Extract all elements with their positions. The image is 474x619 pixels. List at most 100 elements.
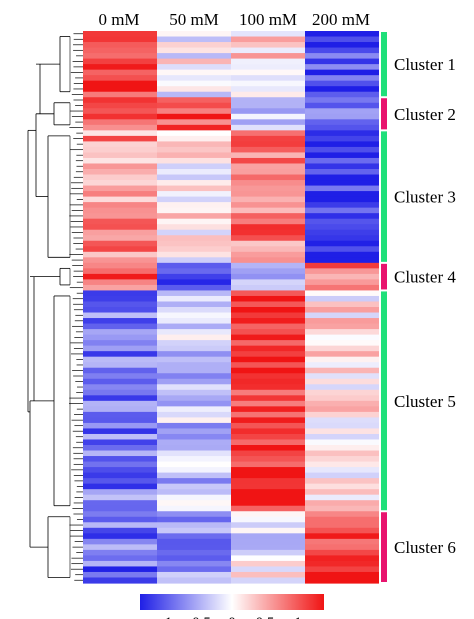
heatmap-cell (157, 538, 231, 545)
heatmap-cell (305, 295, 379, 303)
heatmap-cell (305, 268, 379, 275)
heatmap-cell (231, 533, 305, 540)
heatmap-cell (157, 218, 231, 225)
heatmap-cell (305, 472, 379, 479)
heatmap-cell (305, 240, 379, 247)
heatmap-cell (83, 42, 157, 49)
heatmap-cell (305, 538, 379, 545)
cluster-bar (381, 32, 387, 97)
heatmap-cell (157, 97, 231, 104)
heatmap-cell (305, 42, 379, 49)
heatmap-cell (157, 108, 231, 115)
heatmap-cell (305, 577, 379, 584)
heatmap-cell (157, 411, 231, 418)
heatmap-cell (83, 64, 157, 71)
heatmap-cell (157, 75, 231, 82)
legend-tick-label: 0.5 (256, 615, 275, 619)
heatmap-cell (305, 345, 379, 352)
heatmap-cell (157, 224, 231, 231)
heatmap-cell (157, 456, 231, 463)
heatmap-cell (83, 229, 157, 236)
heatmap-cell (157, 549, 231, 556)
heatmap-cell (83, 571, 157, 579)
heatmap-cell (157, 146, 231, 154)
heatmap-cell (83, 467, 157, 474)
heatmap-cell (305, 439, 379, 446)
heatmap-cell (83, 157, 157, 165)
heatmap-cell (157, 571, 231, 579)
heatmap-cell (231, 560, 305, 568)
legend-tick-label: 1 (294, 615, 302, 619)
heatmap-cell (231, 97, 305, 104)
cluster-label: Cluster 1 (394, 55, 456, 74)
heatmap-cell (157, 307, 231, 314)
heatmap-cell (83, 218, 157, 225)
heatmap-cell (157, 323, 231, 330)
heatmap-cell (83, 538, 157, 545)
heatmap-cell (305, 389, 379, 396)
heatmap-cell (231, 301, 305, 308)
heatmap-cell (231, 58, 305, 65)
heatmap-cell (305, 428, 379, 435)
heatmap-cell (231, 295, 305, 303)
heatmap-cell (305, 251, 379, 258)
heatmap-cell (305, 373, 379, 380)
heatmap-cell (305, 334, 379, 341)
heatmap-cell (231, 527, 305, 534)
heatmap-cell (157, 389, 231, 396)
heatmap-cell (305, 202, 379, 209)
heatmap-cell (305, 75, 379, 82)
heatmap-cell (305, 69, 379, 76)
cluster-bar (381, 263, 387, 290)
heatmap-cell (83, 367, 157, 374)
heatmap-cell (305, 284, 379, 292)
heatmap-cell (231, 362, 305, 369)
heatmap-cell (157, 367, 231, 374)
heatmap-cell (231, 108, 305, 115)
heatmap-cell (231, 538, 305, 545)
column-label-50mm: 50 mM (169, 10, 219, 29)
heatmap-cell (305, 489, 379, 496)
heatmap-cell (157, 340, 231, 347)
heatmap-cell (305, 36, 379, 43)
heatmap-cell (83, 544, 157, 551)
heatmap-cell (305, 356, 379, 363)
heatmap-cell (305, 555, 379, 562)
heatmap-cell (157, 555, 231, 562)
heatmap-cell (83, 213, 157, 220)
heatmap-cell (231, 262, 305, 269)
heatmap-cell (305, 163, 379, 170)
heatmap-cell (157, 141, 231, 148)
heatmap-cell (83, 97, 157, 104)
heatmap-cell (83, 240, 157, 247)
heatmap-cell (157, 566, 231, 573)
heatmap-cell (305, 141, 379, 148)
heatmap-cell (305, 467, 379, 474)
heatmap-cell (305, 135, 379, 142)
heatmap-cell (157, 268, 231, 275)
heatmap-cell (231, 422, 305, 430)
heatmap-cell (157, 185, 231, 192)
heatmap-cell (83, 439, 157, 446)
heatmap-cell (83, 31, 157, 38)
heatmap-cell (231, 467, 305, 474)
heatmap-cell (83, 533, 157, 540)
heatmap-cell (305, 218, 379, 225)
heatmap-cell (83, 384, 157, 391)
heatmap-cell (83, 389, 157, 396)
heatmap-cell (157, 91, 231, 98)
heatmap-cell (305, 58, 379, 65)
heatmap-cell (231, 273, 305, 280)
heatmap-cell (231, 555, 305, 562)
heatmap-cell (231, 174, 305, 181)
cluster-label: Cluster 5 (394, 392, 456, 411)
heatmap-cell (83, 483, 157, 490)
heatmap-cell (83, 417, 157, 424)
heatmap-cell (231, 185, 305, 192)
heatmap-cell (231, 544, 305, 551)
heatmap-cell (83, 169, 157, 176)
heatmap-cell (157, 577, 231, 584)
heatmap-cell (83, 433, 157, 441)
heatmap-cell (305, 527, 379, 534)
heatmap-cell (231, 351, 305, 358)
